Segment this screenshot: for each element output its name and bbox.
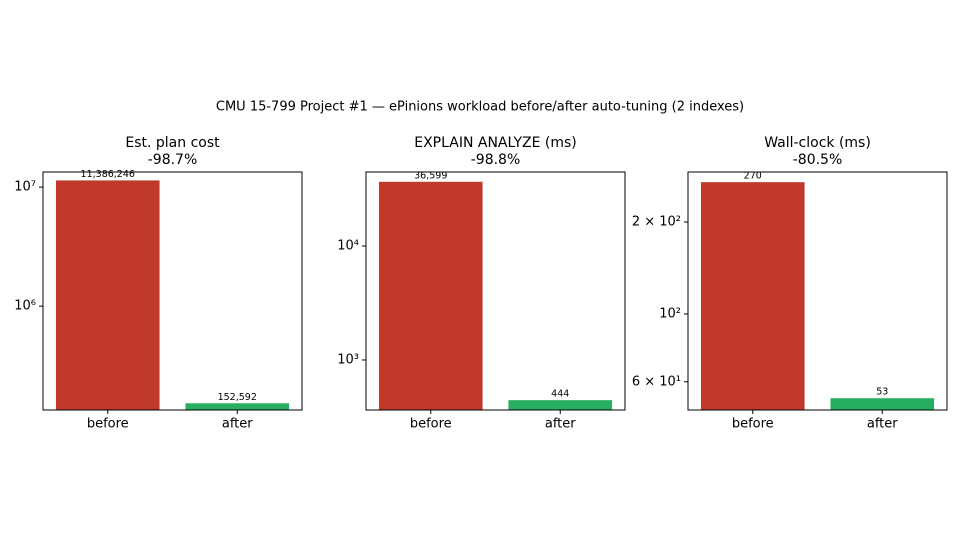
x-tick-label: before bbox=[87, 417, 129, 432]
bar bbox=[700, 182, 805, 410]
value-label: 53 bbox=[876, 387, 888, 398]
x-tick-label: before bbox=[732, 417, 774, 432]
x-tick-label: before bbox=[410, 417, 452, 432]
y-tick-label: 10⁶ bbox=[14, 299, 36, 314]
x-tick-label: after bbox=[545, 417, 576, 432]
chart-subtitle: -98.7% bbox=[148, 152, 198, 168]
value-label: 444 bbox=[551, 389, 569, 400]
y-tick-label: 10⁴ bbox=[337, 239, 359, 254]
chart-subtitle: -80.5% bbox=[793, 152, 843, 168]
y-tick-label: 6 × 10¹ bbox=[632, 374, 681, 389]
bar bbox=[508, 400, 613, 410]
y-tick-label: 10² bbox=[659, 306, 681, 321]
bar bbox=[185, 403, 290, 410]
bar bbox=[830, 398, 935, 410]
axes-frame bbox=[365, 171, 626, 411]
value-label: 11,386,246 bbox=[81, 169, 135, 180]
chart-title: Wall-clock (ms) bbox=[764, 135, 871, 151]
value-label: 36,599 bbox=[414, 170, 447, 181]
y-tick-label: 10³ bbox=[337, 352, 359, 367]
x-tick-label: after bbox=[222, 417, 253, 432]
value-label: 270 bbox=[744, 171, 762, 182]
axes-frame bbox=[687, 171, 948, 411]
value-label: 152,592 bbox=[218, 392, 257, 403]
bar bbox=[378, 181, 483, 410]
axes-frame bbox=[42, 171, 303, 411]
x-tick-label: after bbox=[867, 417, 898, 432]
chart-title: EXPLAIN ANALYZE (ms) bbox=[414, 135, 577, 151]
bar bbox=[55, 180, 160, 410]
chart-subtitle: -98.8% bbox=[471, 152, 521, 168]
figure-title: CMU 15-799 Project #1 — ePinions workloa… bbox=[216, 100, 744, 115]
y-tick-label: 10⁷ bbox=[14, 180, 36, 195]
chart-title: Est. plan cost bbox=[125, 135, 220, 151]
y-tick-label: 2 × 10² bbox=[632, 214, 681, 229]
